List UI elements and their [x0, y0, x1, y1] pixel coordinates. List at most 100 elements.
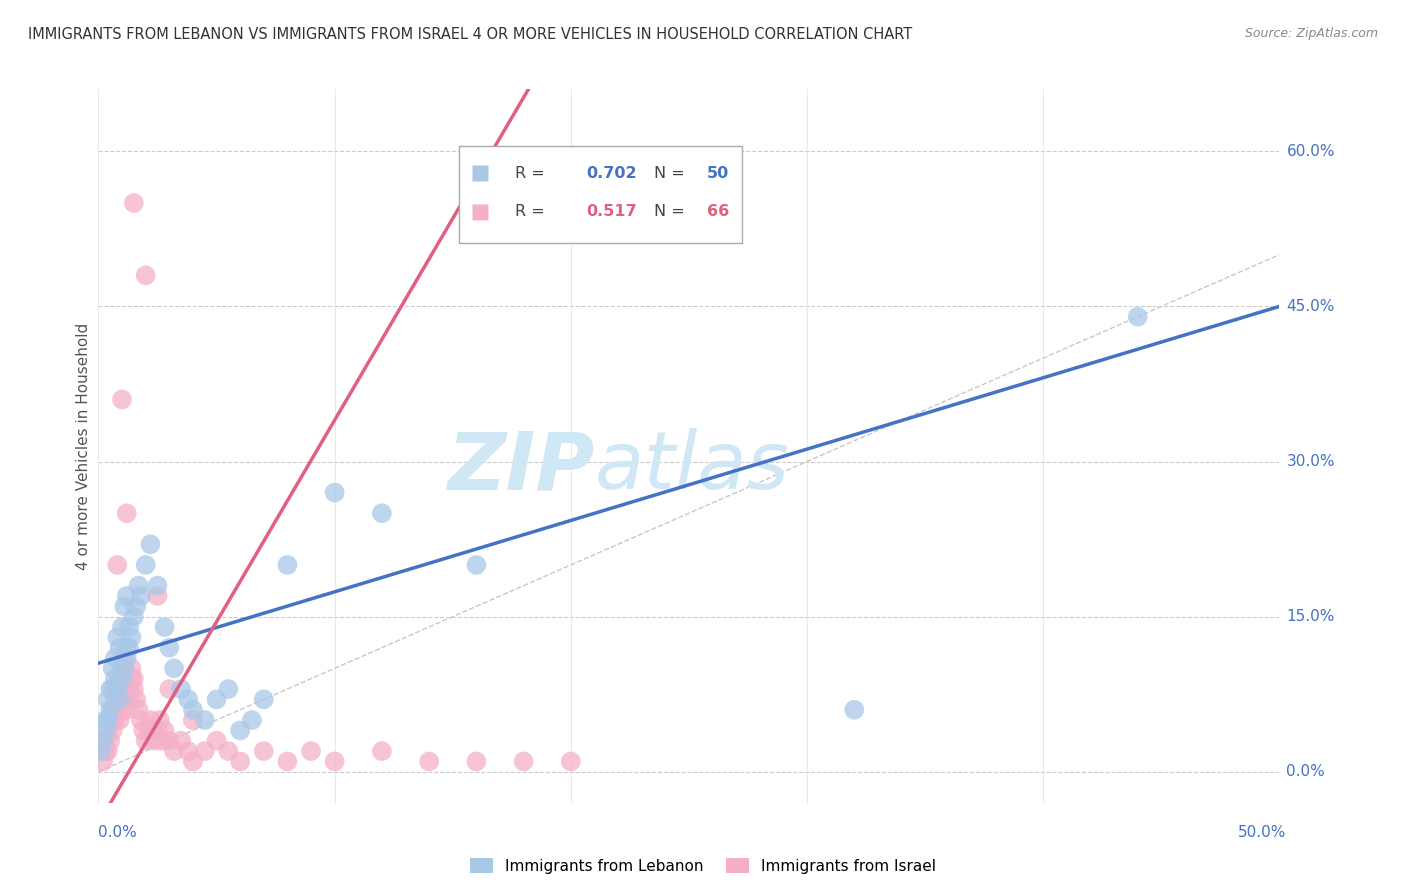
Point	[91, 733, 114, 747]
Point	[118, 681, 141, 696]
Point	[118, 640, 141, 655]
Point	[181, 713, 204, 727]
Point	[177, 692, 200, 706]
Point	[163, 744, 186, 758]
Point	[240, 713, 263, 727]
Point	[121, 672, 143, 686]
Point	[101, 681, 124, 696]
Point	[115, 589, 138, 603]
Point	[153, 723, 176, 738]
Point	[118, 692, 141, 706]
Legend: Immigrants from Lebanon, Immigrants from Israel: Immigrants from Lebanon, Immigrants from…	[464, 852, 942, 880]
Point	[98, 681, 121, 696]
Point	[111, 661, 134, 675]
Point	[94, 723, 117, 738]
FancyBboxPatch shape	[458, 146, 742, 243]
Point	[125, 692, 148, 706]
Text: N =: N =	[654, 204, 689, 219]
Point	[108, 640, 131, 655]
Point	[170, 681, 193, 696]
Point	[94, 733, 117, 747]
Point	[90, 744, 112, 758]
Text: 50.0%: 50.0%	[1239, 825, 1286, 840]
Point	[163, 661, 186, 675]
Text: 0.517: 0.517	[586, 204, 637, 219]
Point	[177, 744, 200, 758]
Point	[101, 723, 124, 738]
Point	[94, 744, 117, 758]
Point	[157, 733, 180, 747]
Point	[112, 692, 135, 706]
Point	[135, 558, 157, 572]
Point	[112, 599, 135, 614]
Text: IMMIGRANTS FROM LEBANON VS IMMIGRANTS FROM ISRAEL 4 OR MORE VEHICLES IN HOUSEHOL: IMMIGRANTS FROM LEBANON VS IMMIGRANTS FR…	[28, 27, 912, 42]
Point	[146, 589, 169, 603]
Point	[146, 723, 169, 738]
Point	[101, 661, 124, 675]
Point	[253, 744, 276, 758]
Text: R =: R =	[516, 166, 550, 181]
Point	[97, 713, 120, 727]
Point	[121, 630, 143, 644]
Text: N =: N =	[654, 166, 689, 181]
Point	[115, 703, 138, 717]
Point	[1126, 310, 1149, 324]
Point	[181, 703, 204, 717]
Point	[465, 558, 488, 572]
Point	[205, 733, 228, 747]
Point	[323, 485, 346, 500]
Text: 60.0%: 60.0%	[1286, 144, 1334, 159]
Point	[217, 681, 239, 696]
Text: 30.0%: 30.0%	[1286, 454, 1334, 469]
Point	[108, 692, 131, 706]
Point	[91, 755, 114, 769]
Point	[135, 268, 157, 283]
Point	[115, 640, 138, 655]
Point	[142, 723, 165, 738]
Point	[150, 733, 173, 747]
Point	[108, 713, 131, 727]
Point	[149, 713, 172, 727]
Point	[194, 744, 217, 758]
Point	[104, 713, 127, 727]
Text: 0.0%: 0.0%	[98, 825, 138, 840]
Point	[205, 692, 228, 706]
Point	[560, 755, 582, 769]
Point	[105, 681, 128, 696]
Point	[194, 713, 217, 727]
Point	[139, 713, 162, 727]
Point	[104, 672, 127, 686]
Point	[323, 755, 346, 769]
Point	[112, 651, 135, 665]
Point	[157, 681, 180, 696]
Point	[98, 733, 121, 747]
Text: R =: R =	[516, 204, 550, 219]
Point	[122, 196, 145, 211]
Point	[115, 651, 138, 665]
Point	[111, 620, 134, 634]
Point	[122, 672, 145, 686]
Point	[105, 681, 128, 696]
Point	[253, 692, 276, 706]
Point	[135, 733, 157, 747]
Point	[112, 661, 135, 675]
Point	[299, 744, 322, 758]
Point	[128, 703, 150, 717]
Point	[170, 733, 193, 747]
Point	[101, 703, 124, 717]
Text: 66: 66	[707, 204, 728, 219]
Point	[146, 579, 169, 593]
Point	[104, 692, 127, 706]
Point	[111, 392, 134, 407]
Y-axis label: 4 or more Vehicles in Household: 4 or more Vehicles in Household	[76, 322, 91, 570]
Point	[94, 713, 117, 727]
Point	[105, 703, 128, 717]
Point	[104, 651, 127, 665]
Point	[181, 755, 204, 769]
Point	[105, 630, 128, 644]
Point	[97, 723, 120, 738]
Point	[229, 755, 252, 769]
Point	[139, 537, 162, 551]
Point	[276, 755, 298, 769]
Point	[844, 703, 866, 717]
